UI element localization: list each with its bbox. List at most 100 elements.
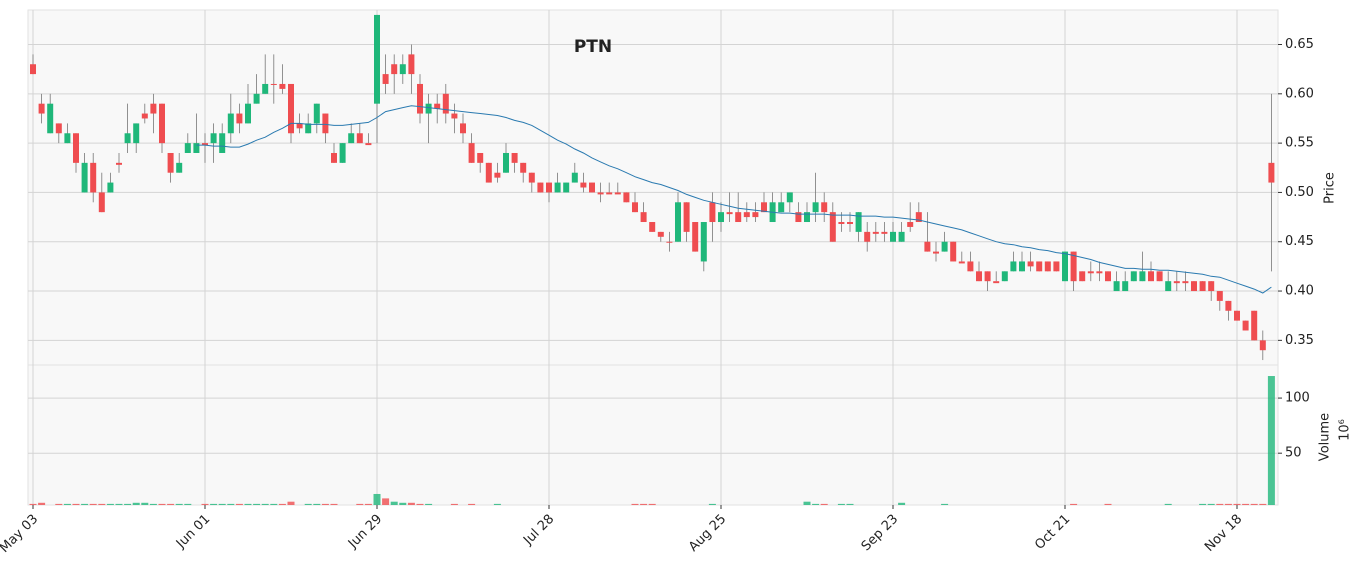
volume-bar — [493, 503, 501, 505]
volume-bar — [631, 503, 639, 505]
candle-body — [236, 113, 243, 124]
volume-bar — [253, 503, 261, 505]
volume-bar — [941, 503, 949, 505]
candle-body — [718, 212, 724, 223]
candle-body — [1001, 271, 1008, 282]
candle-body — [1130, 271, 1137, 282]
candle-body — [305, 123, 312, 134]
volume-bar — [1070, 503, 1078, 505]
candle-body — [1053, 261, 1060, 272]
candle-body — [890, 231, 896, 242]
candle-body — [202, 143, 208, 146]
volume-bar — [132, 502, 140, 505]
volume-bar — [846, 503, 854, 505]
volume-bar — [313, 503, 321, 505]
candle-body — [38, 103, 45, 114]
volume-bar — [287, 501, 295, 505]
volume-bar — [1233, 503, 1241, 505]
candle-body — [90, 162, 97, 193]
candle-body — [382, 74, 389, 84]
volume-bar — [356, 503, 364, 505]
candle-body — [1122, 281, 1129, 292]
volume-bar — [321, 503, 329, 505]
candle-body — [64, 133, 71, 144]
candle-body — [219, 133, 226, 153]
candle-body — [503, 152, 509, 173]
chart-title: PTN — [574, 37, 612, 57]
candle-body — [141, 113, 148, 119]
moving-average-line — [196, 105, 1272, 294]
volume-bar — [450, 503, 458, 505]
volume-bar — [184, 503, 192, 505]
candle-body — [167, 152, 174, 173]
y-tick-label: 0.55 — [1285, 136, 1314, 151]
candle-body — [81, 162, 88, 193]
candle-body — [176, 162, 183, 173]
candle-body — [1019, 261, 1025, 272]
volume-bar — [1242, 503, 1250, 505]
candle-body — [227, 113, 234, 134]
volume-bar — [364, 503, 372, 505]
y-tick-label: 0.35 — [1285, 333, 1314, 348]
candle-body — [786, 192, 793, 203]
candle-body — [967, 261, 974, 272]
candle-body — [563, 182, 570, 193]
candle-body — [1044, 261, 1051, 272]
candle-body — [1105, 271, 1111, 282]
candle-body — [494, 172, 501, 178]
volume-bar — [1199, 503, 1207, 505]
candle-body — [761, 202, 767, 213]
candle-body — [847, 222, 853, 224]
x-tick-label: Nov 18 — [1202, 512, 1245, 555]
candle-body — [399, 64, 406, 75]
candle-body — [1199, 281, 1206, 292]
volume-bar — [167, 503, 175, 505]
candle-body — [597, 192, 604, 195]
candle-body — [279, 83, 286, 89]
candle-body — [193, 143, 200, 153]
candle-body — [322, 113, 329, 134]
candle-body — [253, 93, 260, 104]
candle-body — [1113, 281, 1120, 292]
candle-body — [855, 212, 862, 232]
candle-body — [1242, 320, 1249, 331]
candle-body — [666, 241, 673, 243]
candle-body — [1079, 271, 1086, 282]
y-tick-label: 50 — [1285, 446, 1302, 461]
candle-body — [546, 182, 552, 193]
candle-body — [915, 212, 922, 223]
candle-body — [537, 182, 544, 193]
candle-body — [434, 103, 441, 109]
candle-body — [1010, 261, 1017, 272]
volume-bar — [898, 502, 906, 505]
candle-body — [47, 103, 54, 134]
candle-body — [795, 212, 802, 223]
candle-body — [184, 143, 191, 153]
candle-body — [107, 182, 114, 193]
candle-body — [881, 231, 888, 234]
y-tick-label: 0.40 — [1285, 284, 1314, 299]
candle-body — [468, 143, 475, 163]
candle-body — [1268, 162, 1275, 183]
volume-bar — [55, 503, 63, 505]
candle-body — [907, 222, 914, 227]
candle-body — [288, 83, 294, 134]
candle-body — [709, 202, 716, 223]
candle-body — [1087, 271, 1094, 274]
volume-bar — [149, 503, 157, 505]
x-tick-label: Oct 21 — [1032, 512, 1073, 553]
volume-bar — [63, 503, 71, 505]
candle-body — [485, 162, 492, 183]
candle-body — [460, 123, 466, 134]
volume-bar — [278, 503, 286, 505]
candle-body — [511, 152, 518, 163]
candle-body — [150, 103, 157, 114]
candle-body — [554, 182, 561, 193]
volume-bar — [98, 503, 106, 505]
candle-body — [838, 222, 845, 224]
volume-bar — [330, 503, 338, 505]
candle-body — [442, 93, 449, 114]
candle-body — [872, 231, 879, 234]
candle-body — [993, 281, 1000, 284]
